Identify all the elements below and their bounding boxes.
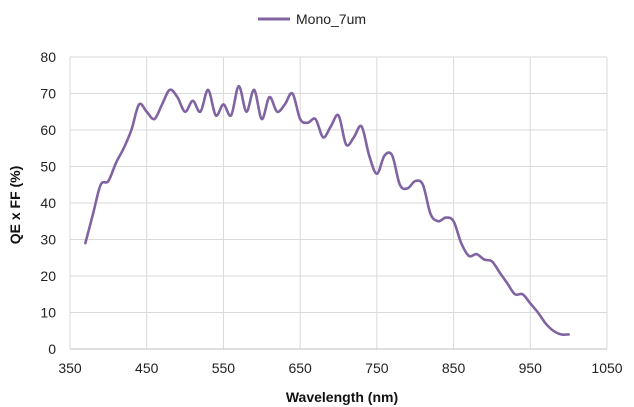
y-tick-label: 30 xyxy=(40,232,56,248)
y-tick-label: 0 xyxy=(48,341,56,357)
x-tick-labels: 350 450 550 650 750 850 950 1050 xyxy=(58,360,622,376)
y-tick-label: 10 xyxy=(40,305,56,321)
y-axis-title: QE x FF (%) xyxy=(7,166,23,245)
gridlines xyxy=(70,56,608,349)
legend: Mono_7um xyxy=(258,11,366,27)
x-tick-label: 1050 xyxy=(591,360,622,376)
y-tick-label: 80 xyxy=(40,49,56,65)
x-tick-label: 950 xyxy=(519,360,543,376)
x-tick-label: 550 xyxy=(212,360,236,376)
y-tick-label: 40 xyxy=(40,195,56,211)
y-tick-label: 50 xyxy=(40,159,56,175)
x-tick-label: 350 xyxy=(58,360,82,376)
legend-label: Mono_7um xyxy=(296,11,366,27)
y-tick-label: 20 xyxy=(40,268,56,284)
x-tick-label: 750 xyxy=(365,360,389,376)
x-axis-title: Wavelength (nm) xyxy=(286,389,398,405)
x-tick-label: 850 xyxy=(442,360,466,376)
y-tick-labels: 0 10 20 30 40 50 60 70 80 xyxy=(40,49,56,357)
series-lines xyxy=(84,84,570,336)
y-tick-label: 60 xyxy=(40,122,56,138)
axes xyxy=(69,57,607,350)
x-tick-label: 450 xyxy=(135,360,159,376)
series-line-mono-7um xyxy=(84,84,570,336)
x-tick-label: 650 xyxy=(288,360,312,376)
y-tick-label: 70 xyxy=(40,86,56,102)
